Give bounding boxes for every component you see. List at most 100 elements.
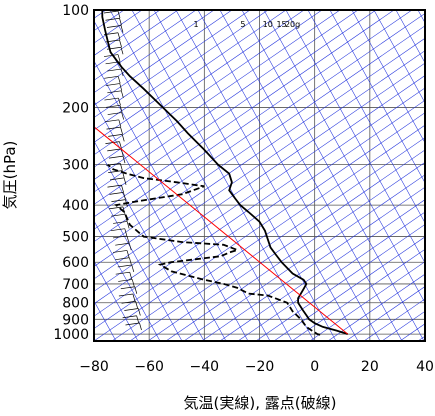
- wind-barb-flag: [139, 322, 142, 331]
- wind-barb-flag: [129, 272, 133, 280]
- wind-barb-flag: [120, 126, 123, 135]
- adiabat-line: [219, 10, 403, 341]
- wind-barb-staff: [103, 10, 119, 14]
- wind-barb-flag: [128, 243, 132, 251]
- wind-barb-staff: [124, 308, 139, 311]
- wind-barbs: [103, 10, 142, 331]
- wind-barb-flag: [117, 76, 121, 84]
- x-tick-label: −60: [134, 359, 164, 375]
- mixing-line: [94, 10, 251, 118]
- adiabat-line: [94, 60, 249, 341]
- x-tick-label: 0: [310, 359, 319, 375]
- wind-barb-staff: [107, 184, 122, 188]
- adiabat-line: [94, 140, 205, 341]
- y-tick-label: 100: [62, 3, 89, 19]
- mixing-line: [94, 37, 425, 267]
- adiabat-line: [351, 10, 425, 144]
- wind-barb-flag: [123, 192, 126, 200]
- mixing-line: [183, 174, 425, 341]
- y-axis-label: 気圧(hPa): [1, 141, 19, 210]
- mixing-line: [94, 13, 425, 243]
- wind-barb-flag: [136, 315, 139, 323]
- temperature-line: [101, 10, 349, 335]
- mixing-ratio-label: 5: [240, 20, 245, 29]
- mixing-ratio-label: 15: [276, 20, 286, 29]
- adiabat-line: [175, 10, 359, 341]
- mixing-ratio-label: 10: [263, 20, 273, 29]
- wind-barb-staff: [105, 141, 120, 144]
- y-tick-label: 1000: [53, 327, 89, 343]
- wind-barb-flag: [122, 206, 126, 215]
- wind-barb-staff: [113, 221, 128, 224]
- mixing-line: [94, 10, 323, 168]
- wind-barb-flag: [120, 47, 124, 55]
- plot-frame: [93, 9, 426, 342]
- adiabat-line: [94, 220, 161, 341]
- mixing-line: [165, 162, 425, 341]
- thermo-lines: [94, 10, 425, 341]
- adiabat-line: [285, 10, 425, 264]
- wind-barb-flag: [132, 293, 136, 302]
- mixing-ratio-label: 20g: [285, 20, 300, 29]
- mixing-line: [94, 25, 425, 255]
- wind-barb-staff: [109, 192, 124, 195]
- x-tick-label: 40: [416, 359, 434, 375]
- adiabat-line: [197, 10, 381, 341]
- wind-barb-staff: [125, 322, 140, 326]
- wind-barb-flag: [119, 105, 123, 113]
- wind-barb-staff: [106, 126, 121, 130]
- x-tick-label: 20: [361, 359, 379, 375]
- wind-barb-staff: [122, 315, 137, 319]
- mixing-line: [94, 10, 377, 205]
- adiabat-line: [94, 180, 183, 341]
- y-tick-label: 700: [62, 277, 89, 293]
- y-tick-label: 800: [62, 296, 89, 312]
- adiabat-line: [109, 10, 293, 341]
- wind-barb-staff: [105, 17, 120, 21]
- wind-barb-flag: [121, 185, 124, 193]
- wind-barb-staff: [117, 264, 132, 268]
- mixing-line: [237, 211, 425, 341]
- wind-barb-flag: [119, 39, 122, 48]
- wind-barb-staff: [112, 235, 128, 239]
- wind-barb-staff: [107, 112, 122, 115]
- wind-barb-flag: [131, 264, 135, 273]
- mixing-line: [94, 75, 425, 305]
- adiabat-line: [131, 10, 315, 341]
- mixing-line: [201, 186, 425, 341]
- wind-barb-staff: [118, 279, 133, 282]
- y-tick-label: 200: [62, 101, 89, 117]
- wind-barb-staff: [104, 75, 119, 79]
- mixing-line: [94, 99, 425, 329]
- wind-barb-flag: [129, 257, 132, 265]
- wind-barb-staff: [106, 104, 121, 108]
- wind-barb-staff: [115, 271, 130, 275]
- mixing-line: [94, 10, 359, 193]
- wind-barb-flag: [120, 148, 124, 156]
- mixing-line: [219, 199, 425, 341]
- wind-barb-staff: [108, 206, 124, 210]
- wind-barb-flag: [121, 134, 125, 142]
- wind-barb-staff: [104, 97, 119, 101]
- wind-barb-staff: [118, 293, 133, 297]
- wind-barb-flag: [138, 308, 141, 316]
- adiabat-line: [94, 260, 139, 341]
- x-axis-label: 気温(実線), 露点(破線): [184, 394, 337, 412]
- y-tick-label: 400: [62, 198, 89, 214]
- wind-barb-staff: [112, 250, 128, 253]
- reference_line-line: [94, 126, 349, 335]
- mixing-line: [309, 261, 425, 341]
- wind-barb-staff: [108, 134, 123, 137]
- wind-barb-flag: [122, 156, 126, 164]
- wind-barb-flag: [119, 18, 122, 26]
- wind-barb-staff: [110, 213, 126, 217]
- wind-barb-flag: [126, 221, 130, 229]
- series-layer: [94, 10, 349, 336]
- mixing-line: [94, 10, 413, 230]
- mixing-line: [129, 137, 425, 341]
- wind-barb-flag: [131, 279, 135, 287]
- adiabat-line: [241, 10, 425, 341]
- y-tick-label: 600: [62, 255, 89, 271]
- mixing-line: [94, 10, 341, 180]
